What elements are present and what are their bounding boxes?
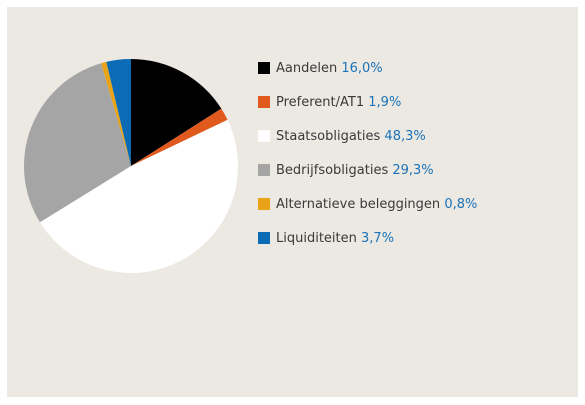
value-label: 16,0% — [341, 61, 382, 76]
value-label: 29,3% — [392, 163, 433, 178]
value-label: 3,7% — [361, 231, 394, 246]
legend-label: Staatsobligaties — [276, 129, 381, 144]
legend-label: Bedrijfsobligaties — [276, 163, 388, 178]
legend-label: Preferent/AT1 — [276, 95, 364, 110]
legend-entry: Alternatieve beleggingen 0,8% — [276, 197, 477, 212]
value-label: 48,3% — [384, 129, 425, 144]
legend-swatch — [258, 130, 270, 142]
legend-swatch — [258, 198, 270, 210]
legend-entry: Staatsobligaties 48,3% — [276, 129, 426, 144]
pie-slice — [131, 108, 228, 166]
legend-label: Aandelen — [276, 61, 337, 76]
legend-label: Alternatieve beleggingen — [276, 197, 440, 212]
pie-slice — [101, 61, 131, 166]
pie-slice — [131, 59, 222, 166]
pie-slice — [39, 119, 238, 273]
pie-slice — [23, 63, 131, 223]
value-label: 0,8% — [444, 197, 477, 212]
pie-slice — [106, 59, 131, 166]
legend-entry: Preferent/AT1 1,9% — [276, 95, 401, 110]
legend-swatch — [258, 232, 270, 244]
legend-entry: Bedrijfsobligaties 29,3% — [276, 163, 434, 178]
legend-label: Liquiditeiten — [276, 231, 357, 246]
legend-swatch — [258, 164, 270, 176]
legend-entry: Liquiditeiten 3,7% — [276, 231, 394, 246]
legend-entry: Aandelen 16,0% — [276, 61, 383, 76]
legend-swatch — [258, 62, 270, 74]
value-label: 1,9% — [368, 95, 401, 110]
legend-swatch — [258, 96, 270, 108]
